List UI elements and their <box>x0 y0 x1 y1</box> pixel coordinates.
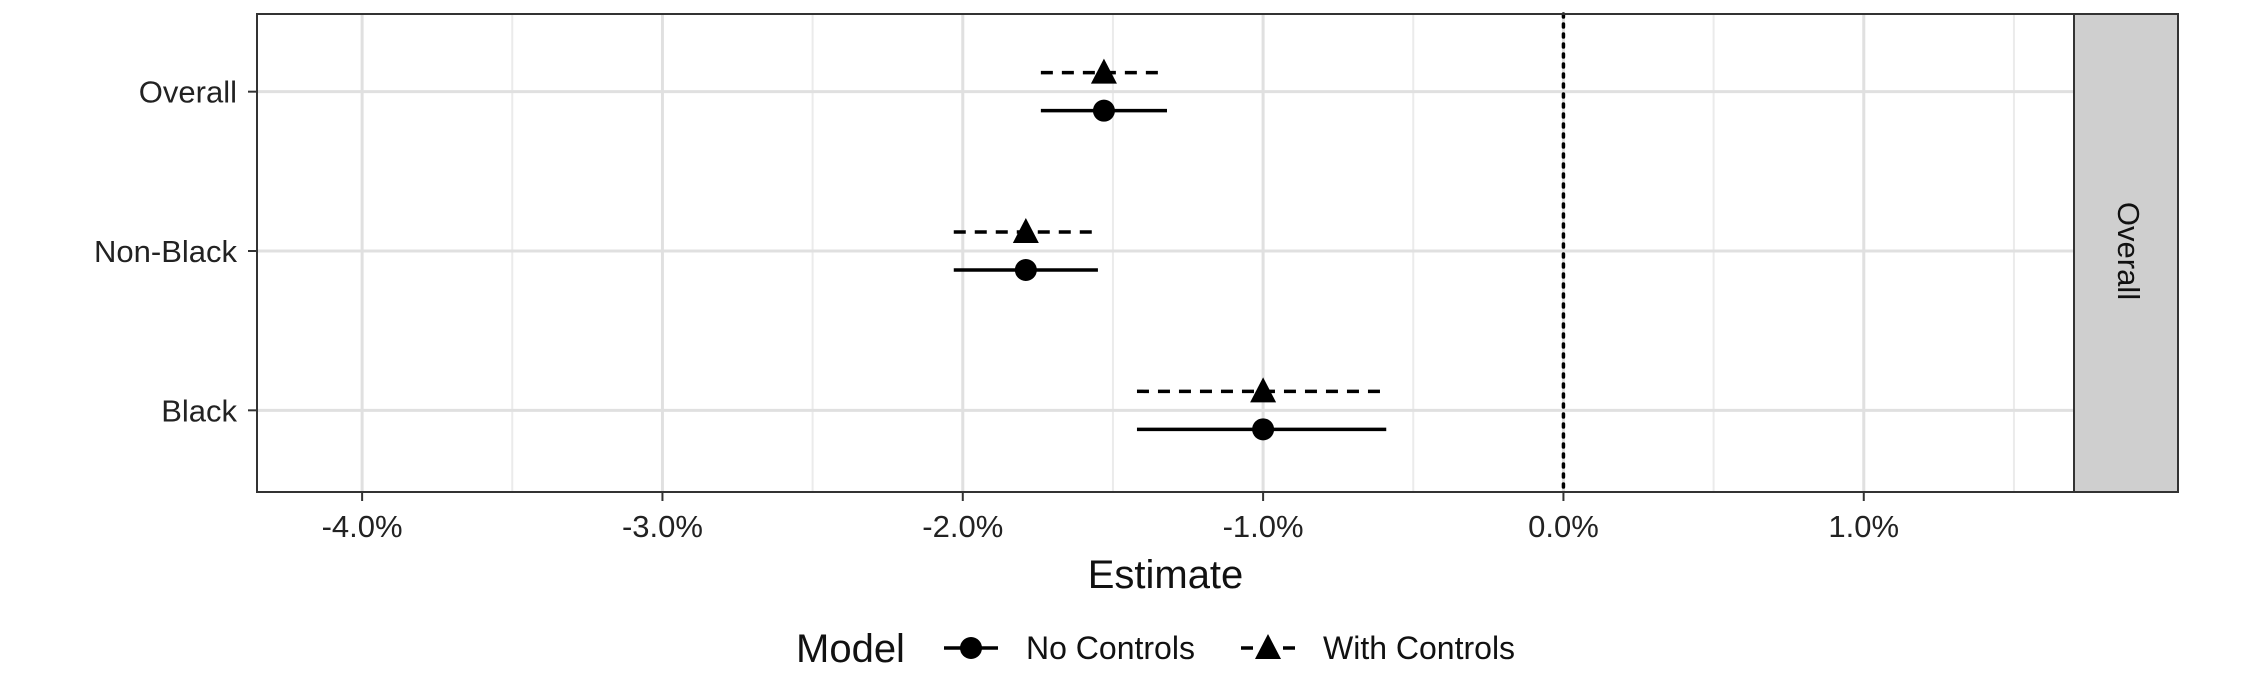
y-tick-label: Non-Black <box>94 234 237 269</box>
point-estimate-triangle <box>1090 58 1117 84</box>
x-tick-label: 1.0% <box>1828 509 1899 544</box>
point-estimate-triangle <box>1250 377 1277 403</box>
legend-entry: With Controls <box>1241 630 1515 666</box>
x-axis-title: Estimate <box>1088 553 1244 597</box>
legend: Model No Controls With Controls <box>796 627 1515 671</box>
legend-label: No Controls <box>1026 630 1195 666</box>
point-estimate-circle <box>1252 418 1275 441</box>
point-estimate-circle <box>1092 99 1115 122</box>
marks-layer <box>953 58 1387 441</box>
y-tick-label: Overall <box>139 75 237 110</box>
legend-entry: No Controls <box>944 630 1195 666</box>
x-axis: -4.0% -3.0% -2.0% -1.0% 0.0% 1.0% <box>322 492 1899 544</box>
facet-strip-background <box>2073 13 2179 493</box>
point-estimate-triangle <box>1012 218 1039 243</box>
legend-title: Model <box>796 627 905 671</box>
x-tick-label: -2.0% <box>922 509 1003 544</box>
facet-strip-label: Overall <box>2111 202 2146 300</box>
x-tick-label: -4.0% <box>322 509 403 544</box>
legend-label: With Controls <box>1323 630 1515 666</box>
point-estimate-circle <box>1014 259 1037 281</box>
x-tick-label: -1.0% <box>1223 509 1304 544</box>
x-tick-label: -3.0% <box>622 509 703 544</box>
x-tick-label: 0.0% <box>1528 509 1599 544</box>
facet-strip: Overall <box>2073 13 2179 493</box>
legend-circle-icon <box>960 637 982 659</box>
legend-triangle-icon <box>1255 634 1281 659</box>
y-axis: Overall Non-Black Black <box>94 75 257 428</box>
y-tick-label: Black <box>161 393 237 428</box>
